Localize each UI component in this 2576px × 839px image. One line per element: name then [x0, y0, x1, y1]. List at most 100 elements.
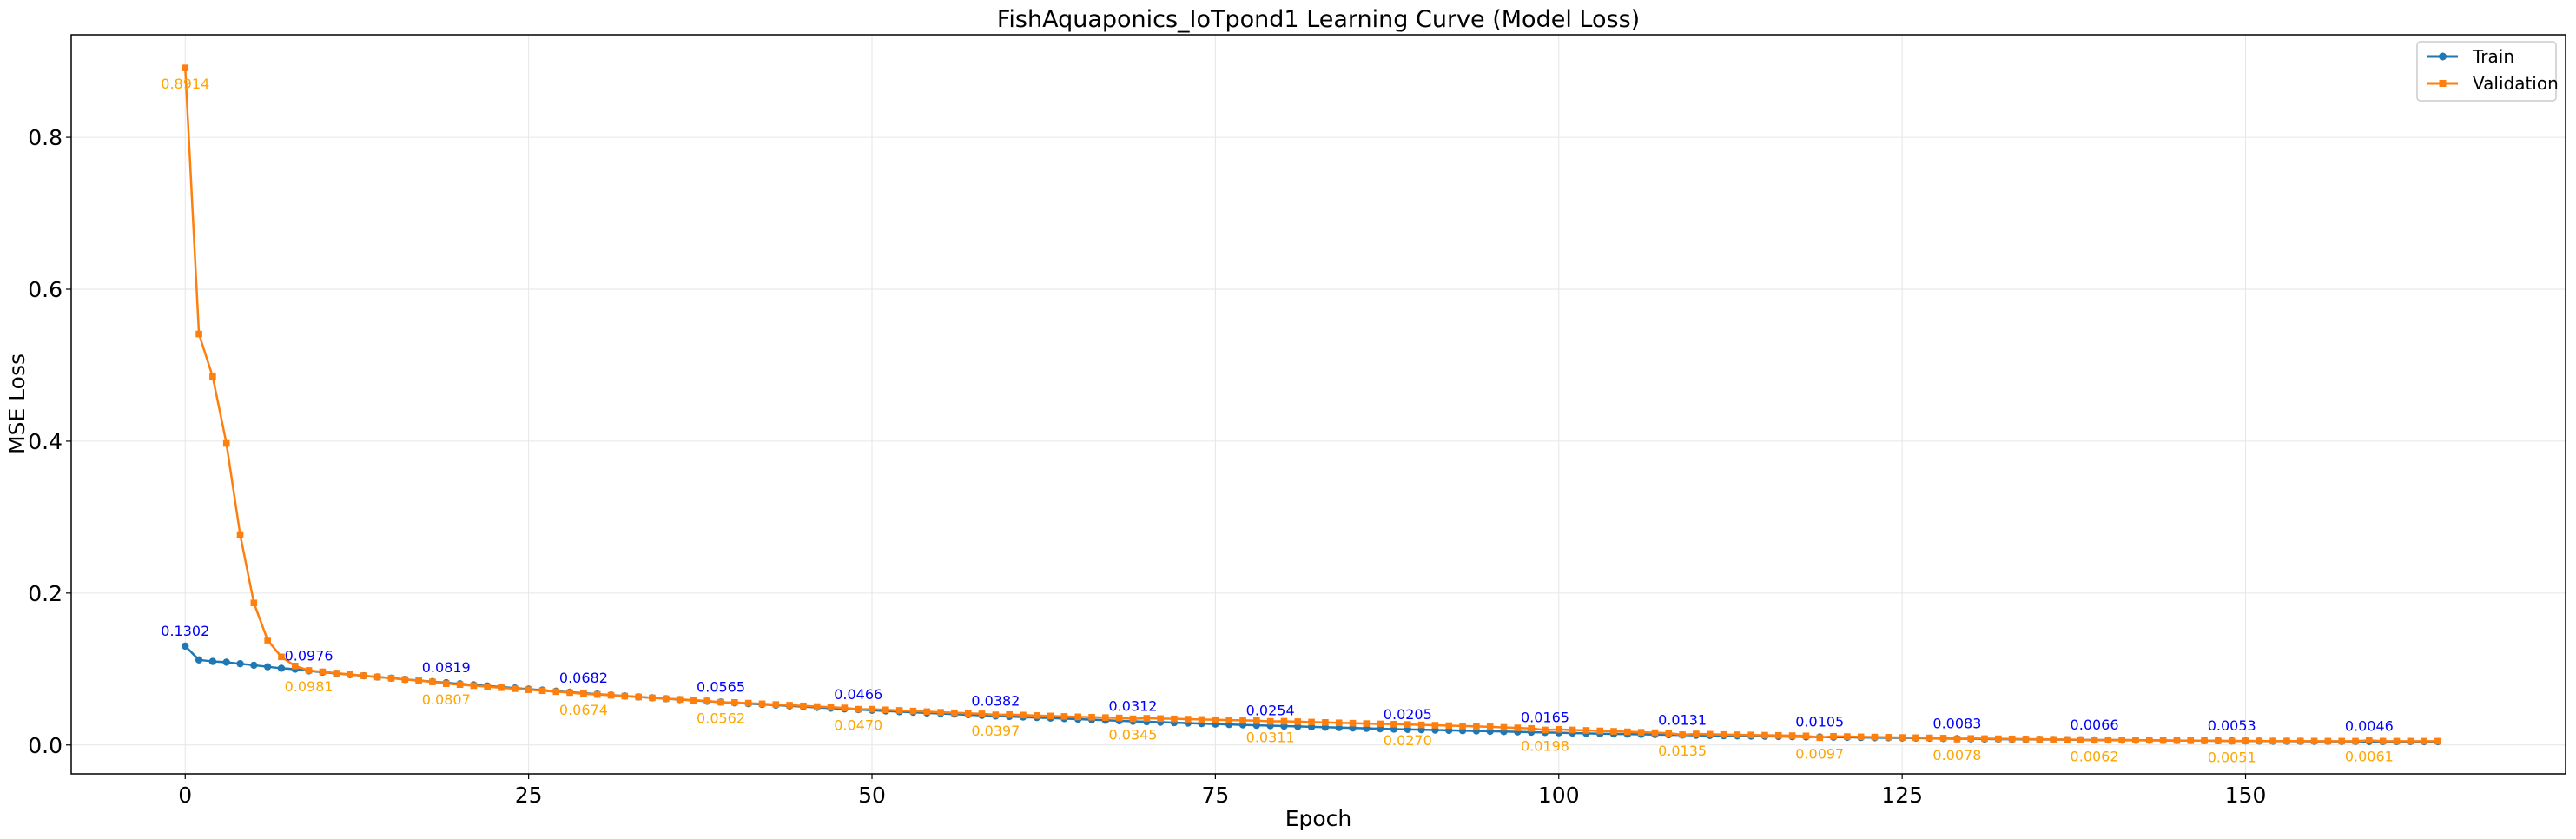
validation-point [1280, 717, 1288, 725]
validation-data-label: 0.0061 [2345, 748, 2394, 764]
validation-point [2310, 737, 2318, 745]
validation-point [250, 599, 258, 607]
validation-point [2434, 737, 2441, 745]
validation-point [2283, 737, 2290, 745]
validation-point [2036, 736, 2044, 743]
validation-point [2118, 737, 2125, 743]
validation-point [236, 531, 244, 538]
train-data-label: 0.0976 [285, 647, 334, 664]
validation-point [360, 672, 367, 679]
validation-data-label: 0.0981 [285, 678, 334, 695]
validation-point [1582, 727, 1590, 734]
validation-point [1596, 727, 1604, 735]
validation-point [1665, 730, 1673, 737]
train-point [263, 663, 272, 671]
validation-point [1060, 713, 1068, 720]
validation-point [1171, 715, 1178, 723]
validation-point [2338, 737, 2346, 745]
validation-point [951, 709, 958, 717]
validation-point [319, 668, 327, 676]
validation-point [1239, 717, 1246, 724]
train-data-label: 0.0053 [2208, 717, 2256, 734]
train-data-label: 0.0046 [2345, 718, 2394, 735]
validation-point [2050, 736, 2057, 743]
validation-point [1184, 716, 1192, 723]
validation-point [593, 690, 601, 698]
validation-data-label: 0.0051 [2208, 749, 2256, 765]
validation-point [2146, 737, 2153, 744]
validation-point [1143, 715, 1151, 722]
validation-point [2187, 737, 2195, 744]
train-point [277, 664, 286, 672]
validation-point [305, 667, 313, 674]
validation-point [387, 675, 395, 682]
validation-point [2256, 737, 2263, 744]
train-point [236, 659, 244, 668]
validation-point [415, 677, 422, 684]
validation-point [1899, 734, 1906, 741]
validation-data-label: 0.0562 [697, 710, 745, 727]
x-axis-title: Epoch [1285, 806, 1352, 831]
validation-data-label: 0.0270 [1384, 732, 1432, 749]
validation-point [786, 702, 793, 709]
validation-point [333, 670, 340, 677]
validation-point [1431, 722, 1439, 729]
validation-point [1885, 734, 1892, 741]
train-data-label: 0.0565 [697, 678, 745, 695]
validation-point [2366, 737, 2373, 744]
train-data-label: 0.0819 [422, 659, 471, 676]
validation-point [222, 439, 230, 447]
validation-point [1006, 710, 1013, 718]
validation-point [1115, 714, 1123, 722]
validation-point [429, 678, 436, 685]
y-tick-label: 0.2 [28, 581, 63, 606]
validation-point [1020, 711, 1027, 719]
validation-point [1473, 723, 1480, 730]
validation-point [484, 683, 491, 690]
tick-layer: 0 25 50 75 100 125 150 0.0 0.2 0.4 0.6 0.8 [28, 125, 2266, 808]
validation-point [2201, 737, 2208, 744]
validation-point [2407, 737, 2414, 745]
validation-point [2008, 735, 2016, 743]
validation-point [1294, 718, 1302, 725]
validation-point [2379, 737, 2387, 745]
validation-point [195, 330, 202, 338]
validation-point [676, 696, 684, 704]
train-point [250, 661, 258, 670]
validation-point [1033, 712, 1040, 719]
validation-point [2104, 737, 2112, 743]
train-data-label: 0.0066 [2071, 717, 2119, 733]
validation-point [635, 693, 642, 701]
data-label-layer: 0.1302 0.0976 0.0819 0.0682 0.0565 0.0466 0.03… [161, 76, 2394, 765]
validation-point [1335, 719, 1343, 727]
validation-point [2132, 737, 2139, 743]
validation-point [442, 680, 450, 687]
train-data-label: 0.0205 [1384, 706, 1432, 723]
validation-point [2173, 737, 2181, 744]
validation-point [1953, 736, 1961, 743]
validation-point [923, 708, 931, 716]
validation-point [1610, 728, 1617, 735]
validation-point [1637, 729, 1645, 736]
validation-point [1995, 735, 2002, 743]
validation-point [1445, 722, 1453, 730]
validation-point [2228, 737, 2236, 745]
validation-point [1802, 732, 1810, 740]
validation-point [1417, 721, 1425, 729]
validation-point [1788, 732, 1796, 739]
validation-point [1363, 720, 1371, 727]
validation-point [772, 701, 780, 708]
validation-point [1844, 733, 1851, 740]
validation-point [621, 692, 629, 700]
legend-validation-marker [2439, 80, 2447, 87]
validation-point [690, 697, 697, 704]
validation-point [1253, 717, 1260, 724]
validation-data-label: 0.0345 [1109, 727, 1158, 743]
validation-data-label: 0.8914 [161, 76, 209, 92]
validation-point [1706, 730, 1714, 738]
validation-point [1308, 718, 1315, 726]
validation-point [2421, 737, 2427, 745]
validation-point [800, 702, 807, 710]
